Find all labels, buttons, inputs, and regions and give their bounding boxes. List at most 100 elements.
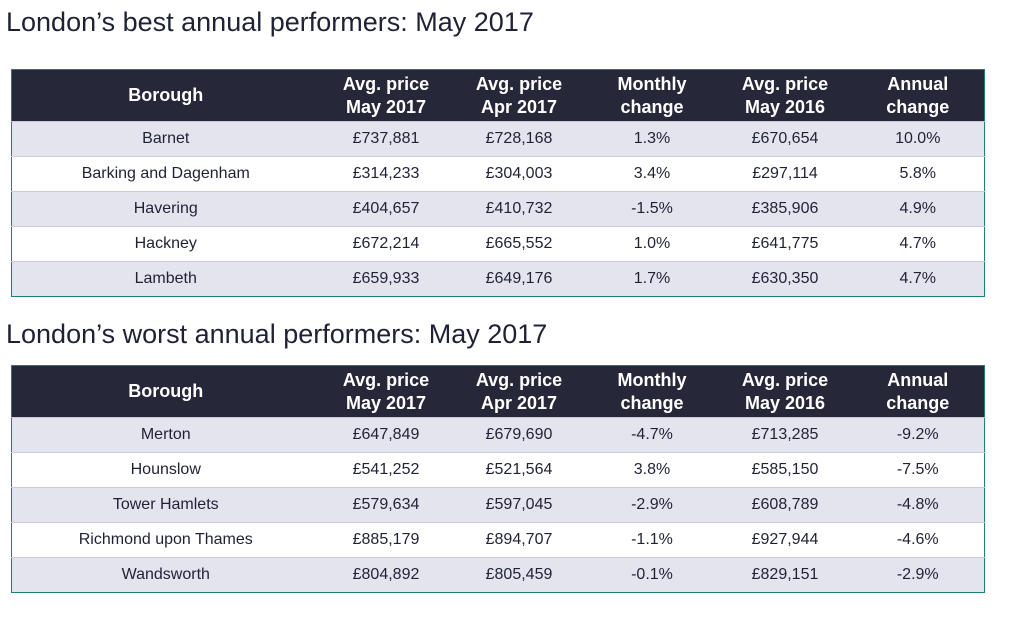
borough-cell: Tower Hamlets — [11, 487, 320, 523]
borough-cell: Havering — [11, 191, 320, 227]
best-performers-title: London’s best annual performers: May 201… — [6, 7, 534, 37]
avg-price-apr-2017-cell: £679,690 — [452, 417, 586, 453]
header-line: Avg. price — [741, 369, 829, 390]
header-borough: Borough — [11, 365, 320, 418]
borough-cell: Lambeth — [11, 261, 320, 297]
avg-price-may-2017-cell: £672,214 — [319, 226, 453, 262]
avg-price-may-2016-cell: £829,151 — [718, 557, 852, 593]
header-annual-change: Annual change — [851, 365, 985, 418]
avg-price-apr-2017-cell: £649,176 — [452, 261, 586, 297]
header-line: May 2016 — [744, 96, 826, 117]
monthly-change-cell: -1.1% — [585, 522, 719, 558]
avg-price-may-2017-cell: £579,634 — [319, 487, 453, 523]
annual-change-cell: 5.8% — [851, 156, 985, 192]
borough-cell: Richmond upon Thames — [11, 522, 320, 558]
header-line: Monthly — [617, 369, 687, 390]
monthly-change-cell: 3.4% — [585, 156, 719, 192]
worst-performers-title: London’s worst annual performers: May 20… — [6, 319, 548, 349]
avg-price-may-2017-cell: £647,849 — [319, 417, 453, 453]
monthly-change-cell: -4.7% — [585, 417, 719, 453]
annual-change-cell: -2.9% — [851, 557, 985, 593]
header-line: change — [886, 392, 950, 413]
monthly-change-cell: -2.9% — [585, 487, 719, 523]
annual-change-cell: -4.8% — [851, 487, 985, 523]
header-avg-price-apr-2017: Avg. price Apr 2017 — [452, 69, 586, 122]
table-row: Lambeth £659,933 £649,176 1.7% £630,350 4.7% — [11, 261, 985, 297]
header-monthly-change: Monthly change — [585, 365, 719, 418]
header-avg-price-may-2016: Avg. price May 2016 — [718, 69, 852, 122]
avg-price-apr-2017-cell: £410,732 — [452, 191, 586, 227]
table-row: Wandsworth £804,892 £805,459 -0.1% £829,151-… — [11, 557, 985, 593]
avg-price-may-2017-cell: £804,892 — [319, 557, 453, 593]
avg-price-apr-2017-cell: £665,552 — [452, 226, 586, 262]
monthly-change-cell: 1.0% — [585, 226, 719, 262]
avg-price-apr-2017-cell: £304,003 — [452, 156, 586, 192]
table-row: Richmond upon Thames £885,179 £894,707 -1.1… — [11, 522, 985, 558]
avg-price-may-2017-cell: £541,252 — [319, 452, 453, 488]
avg-price-may-2016-cell: £608,789 — [718, 487, 852, 523]
avg-price-may-2016-cell: £297,114 — [718, 156, 852, 192]
annual-change-cell: 10.0% — [851, 121, 985, 157]
table-header: Borough Avg. price May 2017 Avg. price Apr… — [11, 365, 985, 418]
header-line: change — [886, 96, 950, 117]
header-line: change — [620, 392, 684, 413]
borough-cell: Barnet — [11, 121, 320, 157]
avg-price-may-2016-cell: £630,350 — [718, 261, 852, 297]
table-row: Barking and Dagenham £314,233 £304,003 3.4%… — [11, 156, 985, 192]
table-body: Merton £647,849 £679,690 -4.7% £713,285 -9.2%… — [11, 417, 985, 593]
header-line: Avg. price — [342, 73, 430, 94]
avg-price-may-2016-cell: £641,775 — [718, 226, 852, 262]
header-line: May 2016 — [744, 392, 826, 413]
table-row: Havering £404,657 £410,732 -1.5% £385,906 4.9… — [11, 191, 985, 227]
avg-price-may-2016-cell: £927,944 — [718, 522, 852, 558]
table-body: Barnet £737,881 £728,168 1.3% £670,654 10.0% B… — [11, 121, 985, 297]
avg-price-may-2017-cell: £737,881 — [319, 121, 453, 157]
annual-change-cell: 4.7% — [851, 261, 985, 297]
avg-price-may-2017-cell: £314,233 — [319, 156, 453, 192]
table-header: Borough Avg. price May 2017 Avg. price Apr… — [11, 69, 985, 122]
header-line: Avg. price — [475, 73, 563, 94]
borough-cell: Hounslow — [11, 452, 320, 488]
annual-change-cell: -4.6% — [851, 522, 985, 558]
avg-price-may-2016-cell: £713,285 — [718, 417, 852, 453]
header-line: May 2017 — [345, 96, 427, 117]
table-row: Barnet £737,881 £728,168 1.3% £670,654 10.0% — [11, 121, 985, 157]
table-row: Hounslow £541,252 £521,564 3.8% £585,150 -7.5… — [11, 452, 985, 488]
avg-price-apr-2017-cell: £894,707 — [452, 522, 586, 558]
header-line: Annual — [887, 369, 949, 390]
header-line: Apr 2017 — [480, 96, 558, 117]
best-performers-table: Borough Avg. price May 2017 Avg. price Apr… — [11, 69, 985, 297]
borough-cell: Wandsworth — [11, 557, 320, 593]
table-row: Tower Hamlets £579,634 £597,045 -2.9% £608,7… — [11, 487, 985, 523]
monthly-change-cell: 1.3% — [585, 121, 719, 157]
monthly-change-cell: -1.5% — [585, 191, 719, 227]
annual-change-cell: -9.2% — [851, 417, 985, 453]
header-line: Apr 2017 — [480, 392, 558, 413]
borough-cell: Barking and Dagenham — [11, 156, 320, 192]
header-row: Borough Avg. price May 2017 Avg. price Apr… — [11, 365, 985, 418]
avg-price-may-2017-cell: £659,933 — [319, 261, 453, 297]
avg-price-apr-2017-cell: £728,168 — [452, 121, 586, 157]
borough-cell: Hackney — [11, 226, 320, 262]
header-line: Avg. price — [342, 369, 430, 390]
header-line: Borough — [128, 381, 204, 401]
avg-price-apr-2017-cell: £597,045 — [452, 487, 586, 523]
avg-price-may-2016-cell: £385,906 — [718, 191, 852, 227]
annual-change-cell: 4.9% — [851, 191, 985, 227]
table-row: Merton £647,849 £679,690 -4.7% £713,285 -9.2% — [11, 417, 985, 453]
header-avg-price-may-2017: Avg. price May 2017 — [319, 365, 453, 418]
annual-change-cell: 4.7% — [851, 226, 985, 262]
header-line: Monthly — [617, 73, 687, 94]
header-line: Annual — [887, 73, 949, 94]
avg-price-may-2016-cell: £670,654 — [718, 121, 852, 157]
header-avg-price-may-2017: Avg. price May 2017 — [319, 69, 453, 122]
avg-price-may-2017-cell: £885,179 — [319, 522, 453, 558]
monthly-change-cell: -0.1% — [585, 557, 719, 593]
avg-price-may-2017-cell: £404,657 — [319, 191, 453, 227]
avg-price-may-2016-cell: £585,150 — [718, 452, 852, 488]
monthly-change-cell: 1.7% — [585, 261, 719, 297]
header-annual-change: Annual change — [851, 69, 985, 122]
avg-price-apr-2017-cell: £521,564 — [452, 452, 586, 488]
header-row: Borough Avg. price May 2017 Avg. price Apr… — [11, 69, 985, 122]
header-line: Avg. price — [475, 369, 563, 390]
